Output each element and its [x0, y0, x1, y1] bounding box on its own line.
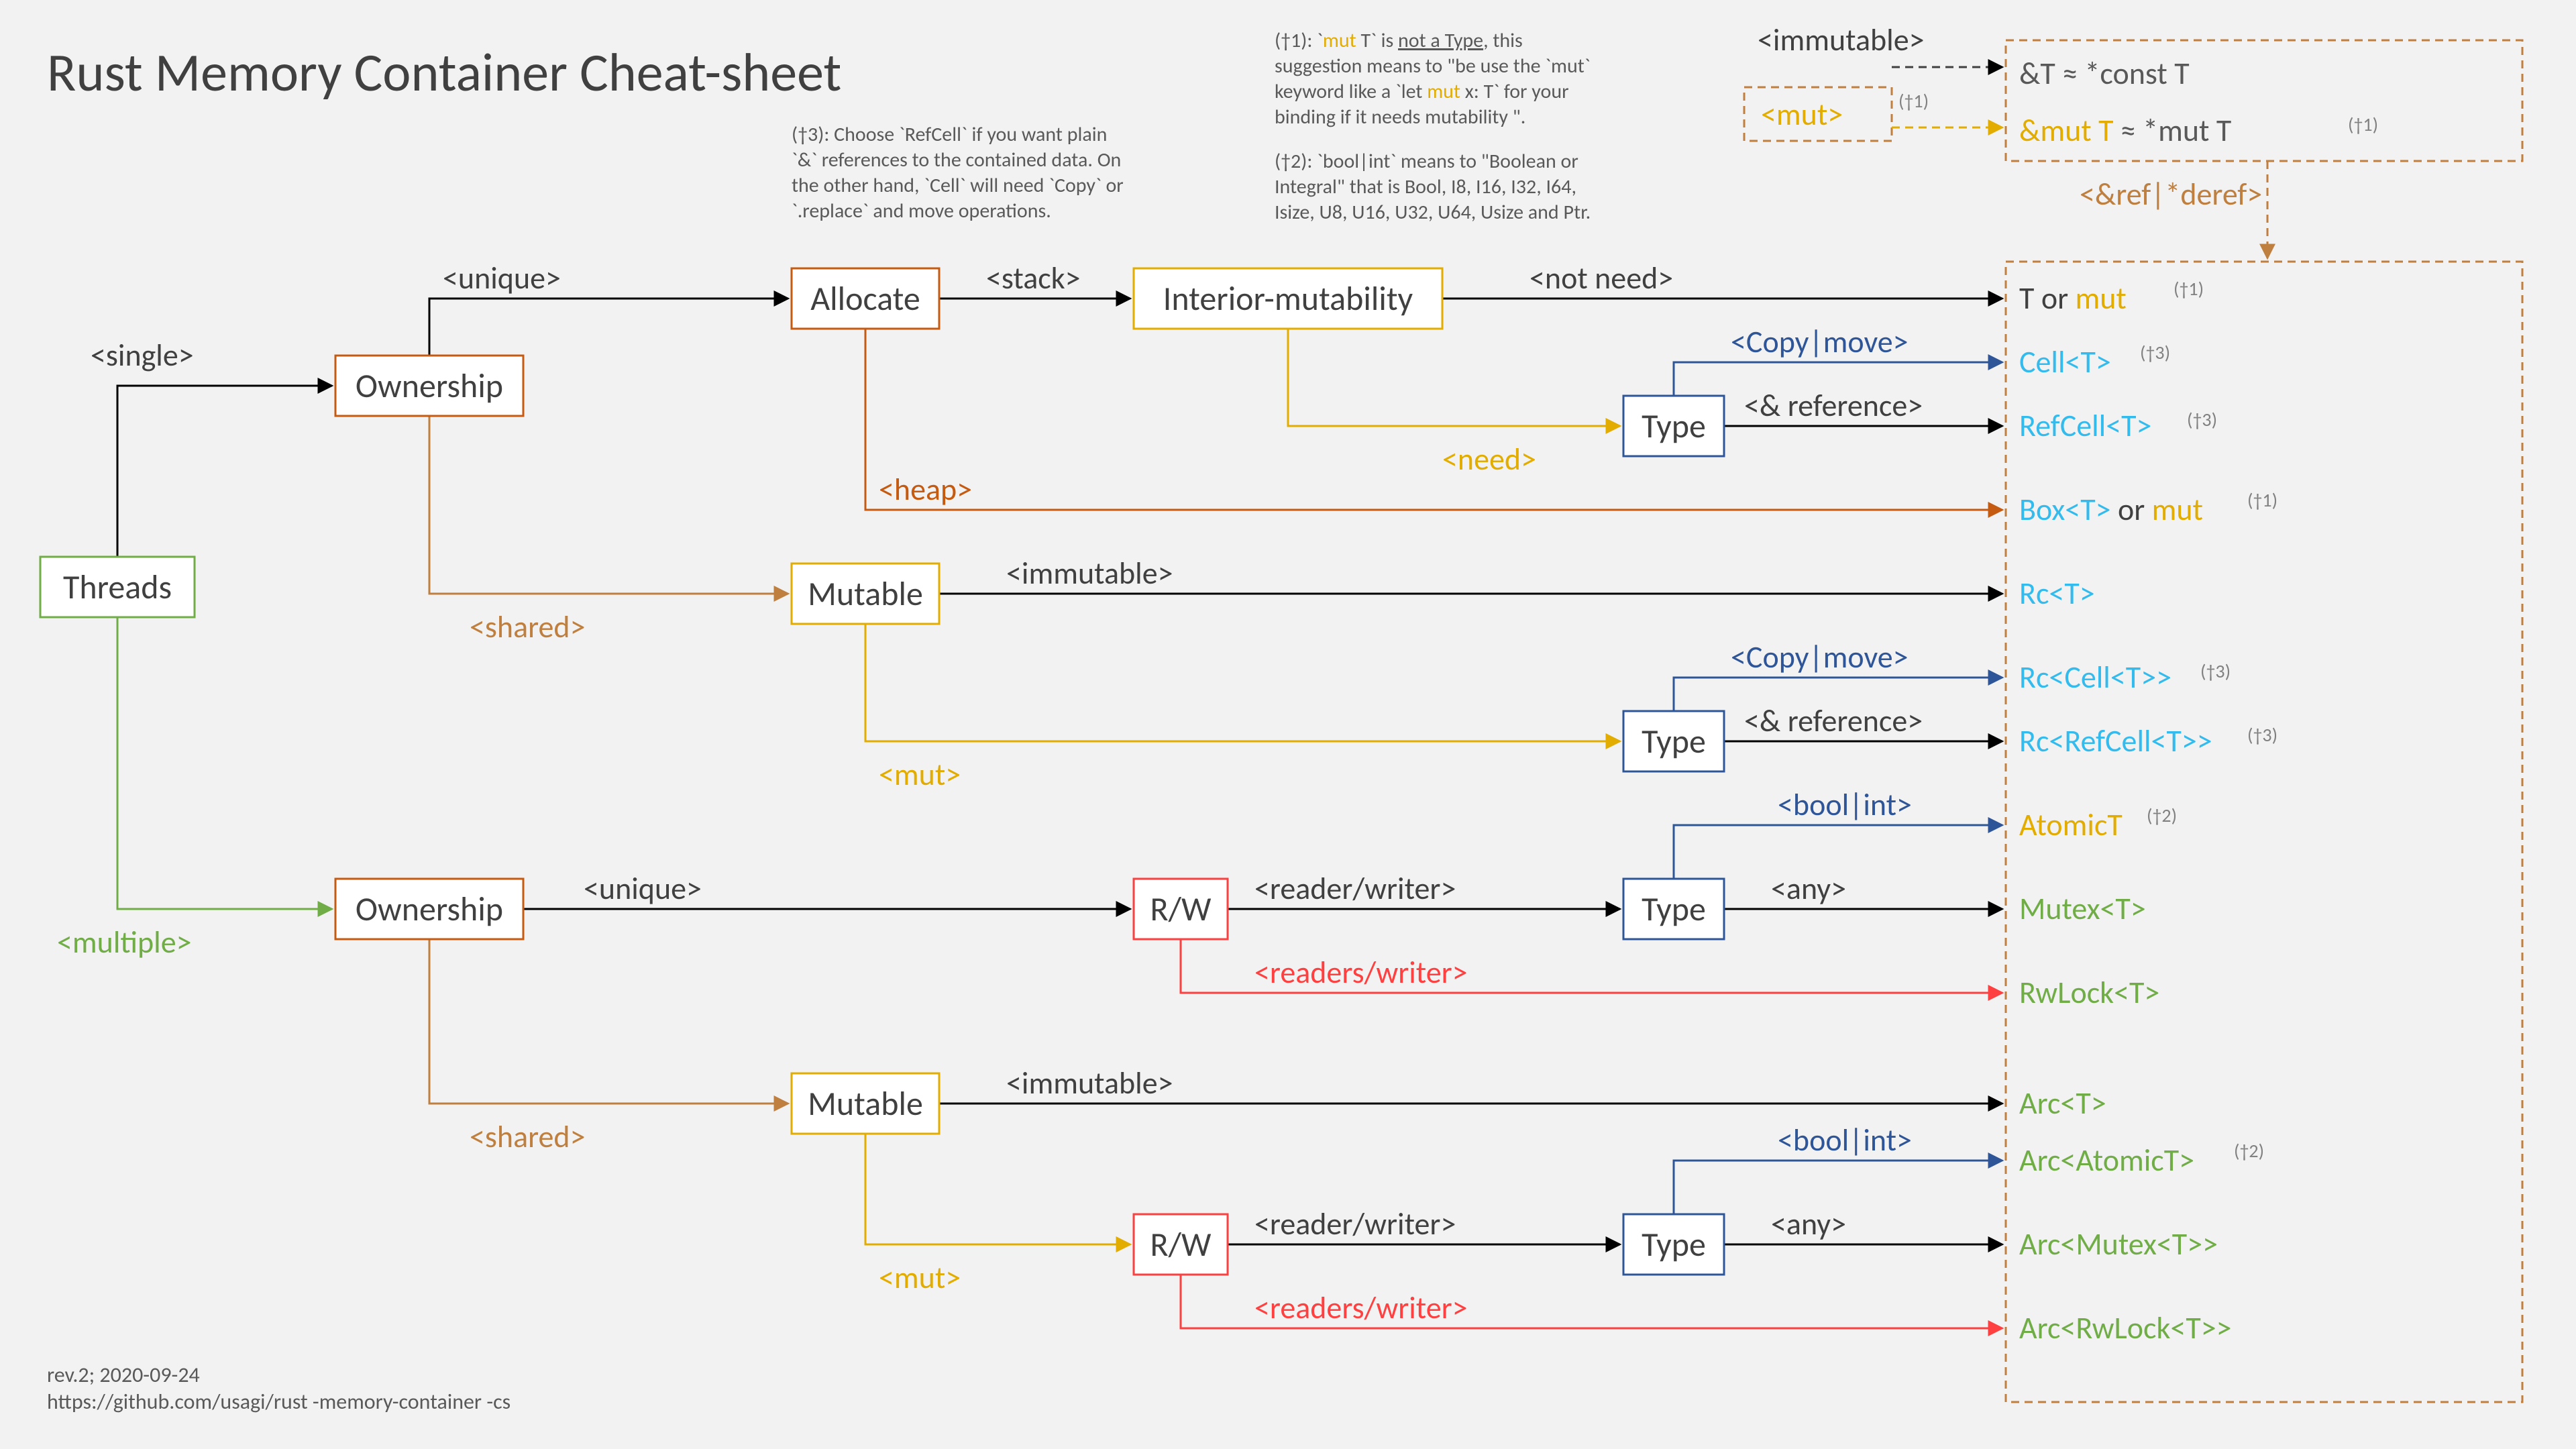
edge-label-rw-multi2: <readers/writer>	[1254, 1289, 1468, 1327]
result-refcell-sup: (†3)	[2187, 408, 2217, 431]
edge-threads-single	[117, 386, 332, 557]
footer-rev: rev.2; 2020-09-24	[47, 1362, 200, 1388]
footnote-3-line4: `.replace` and move operations.	[792, 199, 1051, 223]
edge-label-any1: <any>	[1771, 870, 1846, 908]
edge-label-rw-multi1: <readers/writer>	[1254, 954, 1468, 991]
page-title: Rust Memory Container Cheat-sheet	[47, 40, 841, 105]
footer-url: https://github.com/usagi/rust -memory-co…	[47, 1389, 511, 1415]
edge-label-stack: <stack>	[986, 260, 1081, 297]
edge-label-ref2: <& reference>	[1744, 702, 1923, 740]
result-ref-mut-sup: (†1)	[2348, 113, 2378, 136]
footnote-1-line1: (†1): `mut T` is not a Type, this	[1275, 28, 1523, 53]
edge-label-immut2: <immutable>	[1006, 1065, 1173, 1102]
result-box: Box<T> or mut	[2019, 491, 2203, 529]
edge-label-mut1: <mut>	[879, 756, 961, 794]
footnote-1-line2: suggestion means to "be use the `mut`	[1275, 54, 1591, 78]
node-label-type2: Type	[1642, 721, 1706, 762]
node-label-threads: Threads	[63, 567, 172, 608]
edge-label-boolint1: <bool|int>	[1778, 786, 1912, 824]
edge-label-multiple: <multiple>	[57, 924, 192, 961]
edge-threads-multiple	[117, 617, 332, 909]
mut-box-label: <mut>	[1761, 96, 1843, 133]
result-cell-sup: (†3)	[2140, 341, 2170, 364]
node-label-interior: Interior-mutability	[1163, 278, 1413, 319]
result-ref-mut: &mut T ≈ *mut T	[2019, 112, 2231, 150]
result-cell: Cell<T>	[2019, 343, 2111, 381]
result-rc-cell-sup: (†3)	[2200, 659, 2231, 683]
edge-label-immutable-top: <immutable>	[1758, 21, 1925, 59]
edge-label-ref1: <& reference>	[1744, 387, 1923, 425]
result-rc-refcell-sup: (†3)	[2247, 723, 2277, 747]
result-rc-cell: Rc<Cell<T>>	[2019, 659, 2171, 696]
node-label-type4: Type	[1642, 1224, 1706, 1265]
edge-own1-shared	[429, 416, 788, 594]
node-label-rw1: R/W	[1150, 889, 1212, 930]
footnote-3-line3: the other hand, `Cell` will need `Copy` …	[792, 173, 1124, 198]
edge-mut1-mut	[865, 624, 1620, 741]
edge-label-unique1: <unique>	[443, 260, 561, 297]
edge-label-any2: <any>	[1771, 1205, 1846, 1243]
node-label-mutable2: Mutable	[808, 1083, 923, 1124]
result-arc-rwlock: Arc<RwLock<T>>	[2019, 1309, 2232, 1347]
edge-label-unique2: <unique>	[584, 870, 702, 908]
result-t-or-mut-sup: (†1)	[2174, 277, 2204, 301]
edge-interior-need	[1288, 329, 1620, 426]
result-rc: Rc<T>	[2019, 575, 2095, 612]
edge-label-shared2: <shared>	[470, 1118, 586, 1156]
edge-label-copy2: <Copy|move>	[1731, 639, 1909, 676]
edge-mut2-mut	[865, 1134, 1130, 1244]
footnote-1-line3: keyword like a `let mut x: T` for your	[1275, 79, 1569, 104]
result-atomict: AtomicT	[2019, 806, 2123, 844]
footnote-2-line3: Isize, U8, U16, U32, U64, Usize and Ptr.	[1275, 200, 1591, 225]
edge-label-rw-single2: <reader/writer>	[1254, 1205, 1456, 1243]
result-atomict-sup: (†2)	[2147, 804, 2177, 827]
edge-label-mut2: <mut>	[879, 1259, 961, 1297]
edge-label-ref-deref: <&ref|*deref>	[2080, 176, 2262, 213]
edge-label-copy1: <Copy|move>	[1731, 323, 1909, 361]
footnote-2-line2: Integral" that is Bool, I8, I16, I32, I6…	[1275, 174, 1576, 199]
footnote-3-line2: `&` references to the contained data. On	[792, 148, 1121, 172]
edge-own2-shared	[429, 939, 788, 1104]
edge-label-single: <single>	[91, 337, 194, 374]
edge-label-immut1: <immutable>	[1006, 555, 1173, 592]
footnote-1-line4: binding if it needs mutability ".	[1275, 105, 1525, 129]
result-t-or-mut: T or mut	[2019, 280, 2127, 317]
edge-own1-unique	[429, 299, 788, 356]
edge-label-rw-single1: <reader/writer>	[1254, 870, 1456, 908]
node-label-mutable1: Mutable	[808, 574, 923, 614]
edge-label-notneed: <not need>	[1529, 260, 1673, 297]
result-refcell: RefCell<T>	[2019, 407, 2151, 445]
node-label-rw2: R/W	[1150, 1224, 1212, 1265]
result-arc: Arc<T>	[2019, 1085, 2106, 1122]
edge-label-shared1: <shared>	[470, 608, 586, 646]
node-label-ownership1: Ownership	[356, 366, 503, 407]
edge-label-need: <need>	[1442, 441, 1536, 478]
footnote-3-line1: (†3): Choose `RefCell` if you want plain	[792, 122, 1107, 147]
node-label-type1: Type	[1642, 406, 1706, 447]
node-label-ownership2: Ownership	[356, 889, 503, 930]
mut-box-sup: (†1)	[1898, 89, 1929, 113]
node-label-type3: Type	[1642, 889, 1706, 930]
footnote-2-line1: (†2): `bool|int` means to "Boolean or	[1275, 149, 1578, 174]
result-rc-refcell: Rc<RefCell<T>>	[2019, 722, 2212, 760]
edge-label-boolint2: <bool|int>	[1778, 1122, 1912, 1159]
result-arc-atomic: Arc<AtomicT>	[2019, 1142, 2194, 1179]
result-arc-atomic-sup: (†2)	[2234, 1139, 2264, 1163]
result-rwlock: RwLock<T>	[2019, 974, 2159, 1012]
result-mutex: Mutex<T>	[2019, 890, 2146, 928]
result-box-sup: (†1)	[2247, 488, 2277, 512]
result-arc-mutex: Arc<Mutex<T>>	[2019, 1226, 2218, 1263]
node-label-allocate: Allocate	[810, 278, 920, 319]
edge-label-heap: <heap>	[879, 471, 972, 508]
result-ref-immut: &T ≈ *const T	[2019, 55, 2190, 93]
